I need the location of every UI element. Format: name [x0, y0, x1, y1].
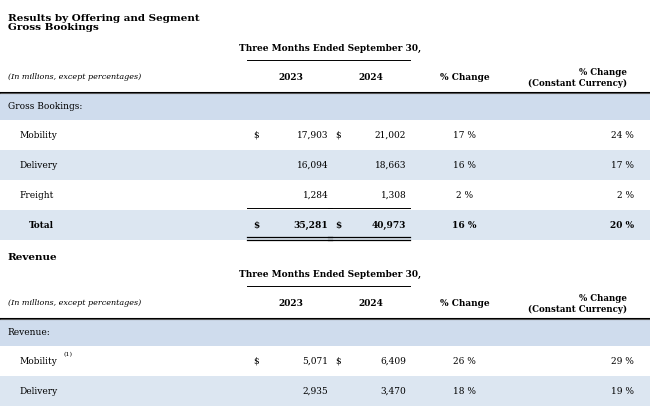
Text: 20 %: 20 %	[610, 221, 634, 230]
Text: 24 %: 24 %	[611, 131, 634, 140]
Text: % Change: % Change	[440, 299, 489, 308]
Text: 2024: 2024	[358, 299, 383, 308]
Text: (Constant Currency): (Constant Currency)	[528, 79, 627, 88]
Bar	[0, 150, 650, 180]
Text: 17 %: 17 %	[611, 161, 634, 170]
Text: 16 %: 16 %	[453, 161, 476, 170]
Text: (In millions, except percentages): (In millions, except percentages)	[8, 73, 141, 81]
Bar	[0, 406, 650, 417]
Text: Gross Bookings:: Gross Bookings:	[8, 102, 82, 111]
Text: (1): (1)	[64, 352, 73, 357]
Bar	[0, 346, 650, 376]
Text: Three Months Ended September 30,: Three Months Ended September 30,	[239, 270, 421, 279]
Text: $: $	[254, 221, 260, 230]
Bar	[0, 93, 650, 120]
Text: Freight: Freight	[20, 191, 54, 200]
Text: 2 %: 2 %	[456, 191, 473, 200]
Bar	[0, 62, 650, 93]
Text: % Change: % Change	[440, 73, 489, 82]
Text: 2 %: 2 %	[617, 191, 634, 200]
Text: $: $	[254, 131, 259, 140]
Text: Results by Offering and Segment: Results by Offering and Segment	[8, 14, 200, 23]
Text: 29 %: 29 %	[611, 357, 634, 366]
Text: (Constant Currency): (Constant Currency)	[528, 305, 627, 314]
Bar	[0, 180, 650, 210]
Text: 17,903: 17,903	[297, 131, 328, 140]
Text: Total: Total	[29, 221, 54, 230]
Bar	[0, 319, 650, 346]
Text: 6,409: 6,409	[380, 357, 406, 366]
Text: 5,071: 5,071	[302, 357, 328, 366]
Text: $: $	[335, 357, 341, 366]
Text: Revenue: Revenue	[8, 253, 57, 262]
Text: 2,935: 2,935	[302, 387, 328, 396]
Text: (In millions, except percentages): (In millions, except percentages)	[8, 299, 141, 307]
Text: Gross Bookings: Gross Bookings	[8, 23, 99, 32]
Text: 1,284: 1,284	[302, 191, 328, 200]
Text: 26 %: 26 %	[453, 357, 476, 366]
Text: 2023: 2023	[278, 73, 304, 82]
Bar	[0, 120, 650, 150]
Text: Mobility: Mobility	[20, 357, 57, 366]
Text: Delivery: Delivery	[20, 387, 58, 396]
Text: Mobility: Mobility	[20, 131, 57, 140]
Text: 18 %: 18 %	[453, 387, 476, 396]
Text: 2023: 2023	[278, 299, 304, 308]
Text: 18,663: 18,663	[375, 161, 406, 170]
Text: 35,281: 35,281	[294, 221, 328, 230]
Text: Delivery: Delivery	[20, 161, 58, 170]
Text: Three Months Ended September 30,: Three Months Ended September 30,	[239, 44, 421, 53]
Text: 21,002: 21,002	[375, 131, 406, 140]
Text: Revenue:: Revenue:	[8, 328, 51, 337]
Text: 3,470: 3,470	[380, 387, 406, 396]
Text: 2024: 2024	[358, 73, 383, 82]
Text: $: $	[335, 221, 341, 230]
Bar	[0, 210, 650, 240]
Text: 16 %: 16 %	[452, 221, 477, 230]
Text: 17 %: 17 %	[453, 131, 476, 140]
Text: 40,973: 40,973	[372, 221, 406, 230]
Text: % Change: % Change	[579, 68, 627, 77]
Text: $: $	[335, 131, 341, 140]
Text: 1,308: 1,308	[380, 191, 406, 200]
Text: $: $	[254, 357, 259, 366]
Text: 16,094: 16,094	[296, 161, 328, 170]
Bar	[0, 376, 650, 406]
Text: % Change: % Change	[579, 294, 627, 303]
Bar	[0, 288, 650, 319]
Text: 19 %: 19 %	[611, 387, 634, 396]
